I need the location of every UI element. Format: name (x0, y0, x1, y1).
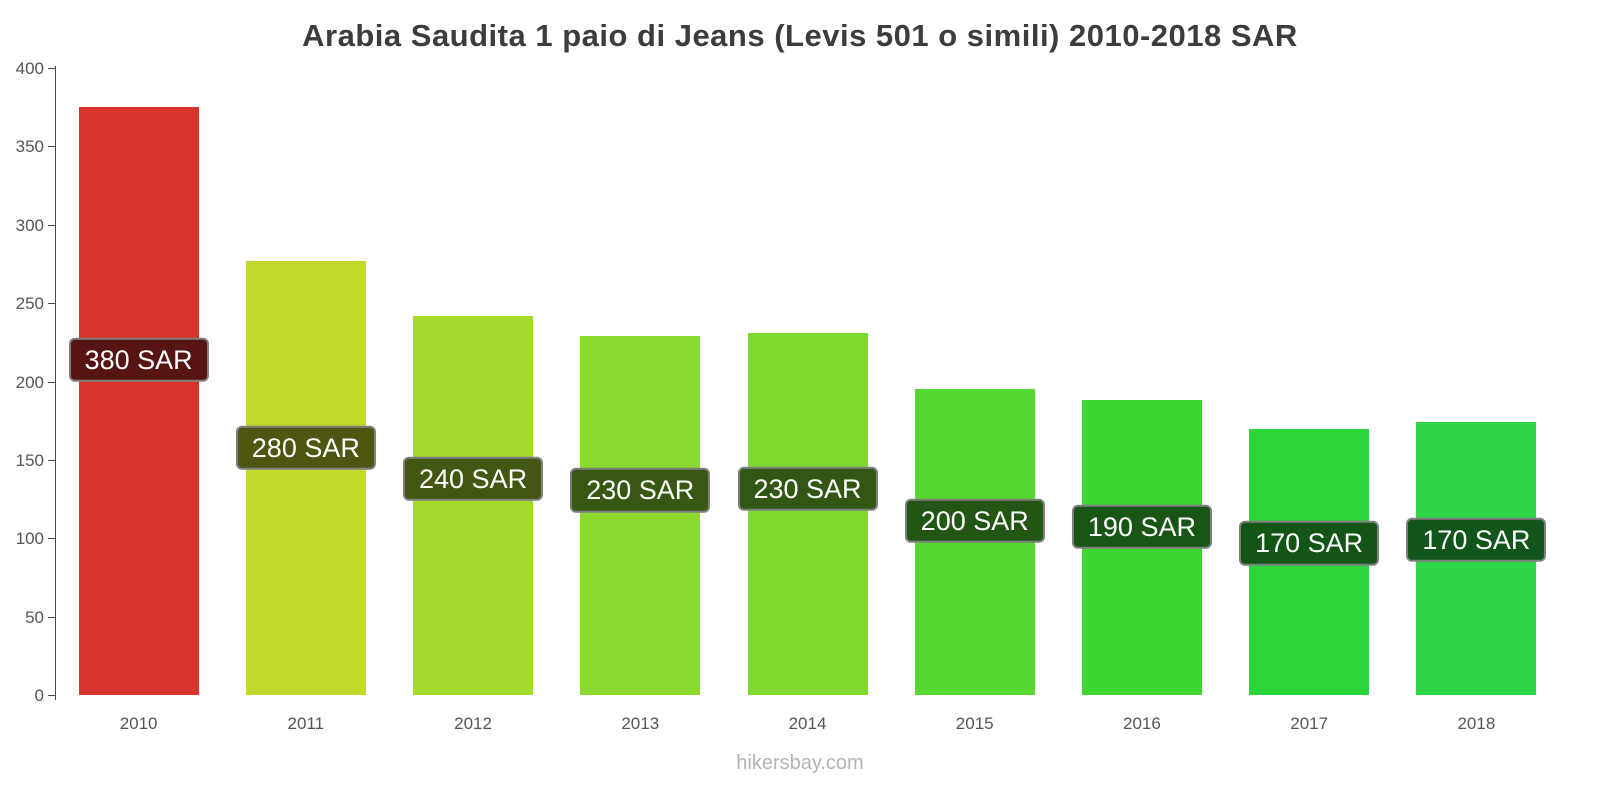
bar-value-label: 230 SAR (737, 466, 878, 511)
x-tick-label: 2014 (788, 714, 827, 733)
y-tick-label: 250 (15, 294, 44, 314)
bar-2017: 170 SAR (1239, 428, 1380, 695)
y-tick-mark (48, 459, 55, 461)
plot-area: 380 SAR 280 SAR 240 SAR 230 SAR 230 SAR 200 S… (55, 68, 1560, 695)
y-tick-mark (48, 616, 55, 618)
bar-2016: 190 SAR (1071, 400, 1212, 695)
y-tick-label: 350 (15, 137, 44, 157)
bar-2012: 240 SAR (403, 315, 544, 695)
y-tick-label: 200 (15, 372, 44, 392)
x-tick-label: 2016 (1123, 714, 1161, 733)
x-tick-label: 2010 (119, 714, 158, 733)
y-tick-mark (48, 381, 55, 383)
bar-value-label: 170 SAR (1239, 520, 1380, 566)
x-tick-label: 2013 (621, 714, 660, 733)
y-axis-line (55, 66, 56, 700)
bar-value-label: 170 SAR (1406, 517, 1547, 562)
y-tick-label: 300 (15, 215, 44, 235)
y-tick-mark (48, 224, 55, 226)
bar-2018: 170 SAR (1406, 422, 1547, 695)
x-tick-label: 2012 (454, 714, 492, 733)
bar-value-label: 200 SAR (904, 498, 1045, 543)
bar-2010: 380 SAR (68, 107, 209, 695)
bar-value-label: 380 SAR (68, 337, 209, 383)
footer-watermark: hikersbay.com (736, 752, 864, 774)
bar-value-label: 190 SAR (1071, 504, 1212, 550)
y-tick-mark (48, 146, 55, 148)
bar-2013: 230 SAR (570, 336, 711, 695)
bar-2014: 230 SAR (737, 332, 878, 695)
y-tick-mark (48, 695, 55, 696)
x-tick-label: 2018 (1457, 714, 1496, 733)
bar-2011: 280 SAR (235, 260, 376, 695)
bar-2015: 200 SAR (904, 389, 1045, 695)
y-tick-label: 100 (15, 529, 44, 549)
x-tick-label: 2011 (287, 714, 325, 733)
x-tick-label: 2017 (1290, 714, 1329, 733)
y-tick-mark (48, 68, 55, 69)
bar-value-label: 240 SAR (403, 456, 544, 501)
bar-value-label: 230 SAR (570, 468, 711, 513)
chart-title: Arabia Saudita 1 paio di Jeans (Levis 50… (302, 18, 1298, 53)
y-tick-label: 0 (34, 686, 44, 705)
y-tick-label: 400 (15, 59, 44, 78)
y-tick-mark (48, 303, 55, 305)
y-tick-mark (48, 538, 55, 540)
x-tick-label: 2015 (955, 714, 994, 733)
y-tick-label: 50 (25, 607, 44, 627)
y-tick-label: 150 (15, 450, 44, 470)
bar-value-label: 280 SAR (235, 425, 376, 470)
